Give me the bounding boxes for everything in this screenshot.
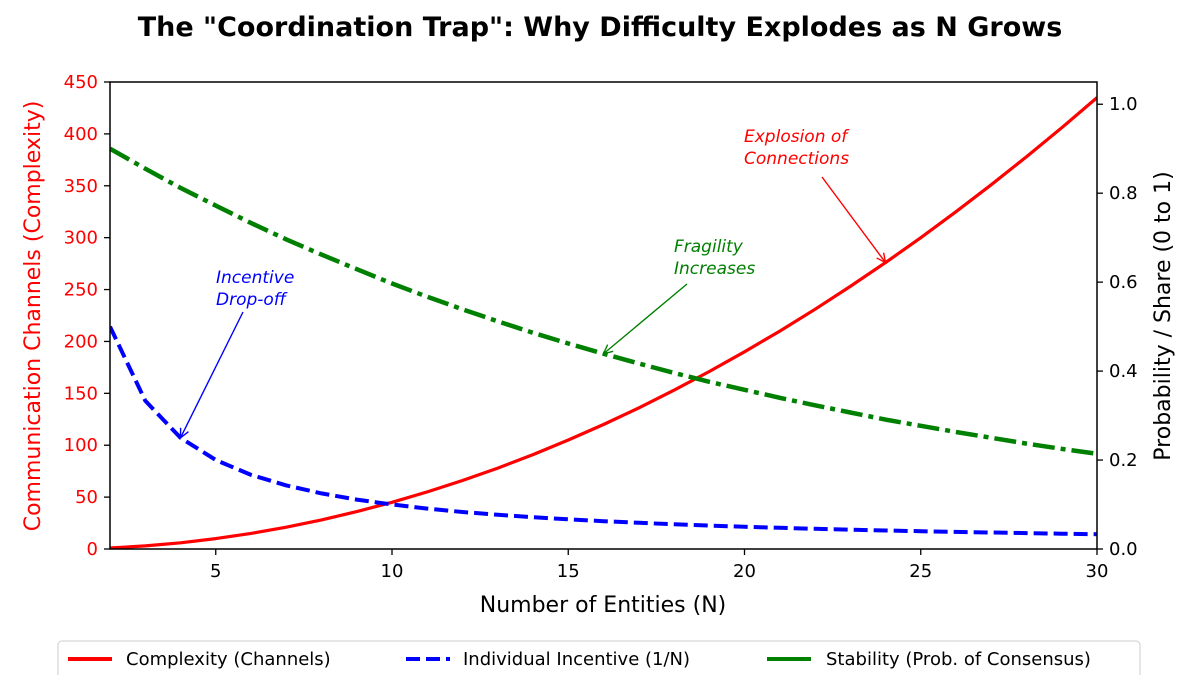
right-tick-label: 0.4 [1109, 361, 1138, 382]
left-tick-label: 0 [87, 539, 98, 560]
left-axis-ticks: 0 50 100 150 200 250 300 350 400 450 [64, 72, 110, 560]
x-tick-label: 25 [909, 561, 932, 582]
left-tick-label: 450 [64, 72, 98, 93]
left-tick-label: 400 [64, 124, 98, 145]
annotation-explosion-line2: Connections [744, 149, 849, 169]
legend: Complexity (Channels) Individual Incenti… [57, 640, 1141, 675]
left-axis-label: Communication Channels (Complexity) [21, 101, 46, 532]
annotation-fragility-line1: Fragility [674, 237, 744, 257]
legend-label-stability: Stability (Prob. of Consensus) [826, 649, 1091, 670]
series-layer [110, 96, 1097, 549]
x-axis-ticks: 5 10 15 20 25 30 [210, 549, 1108, 582]
left-tick-label: 350 [64, 176, 98, 197]
right-tick-label: 0.2 [1109, 450, 1138, 471]
legend-box [57, 640, 1141, 675]
left-tick-label: 200 [64, 331, 98, 352]
left-tick-label: 150 [64, 383, 98, 404]
chart-title: The "Coordination Trap": Why Difficulty … [138, 12, 1063, 43]
x-tick-label: 20 [733, 561, 756, 582]
right-tick-label: 0.0 [1109, 539, 1138, 560]
right-axis-ticks: 0.0 0.2 0.4 0.6 0.8 1.0 [1097, 94, 1138, 560]
legend-label-complexity: Complexity (Channels) [126, 649, 331, 670]
x-tick-label: 5 [210, 561, 221, 582]
series-incentive [110, 325, 1097, 537]
annotation-fragility-arrow [603, 283, 688, 355]
annotation-fragility-arrowhead [602, 344, 614, 355]
x-axis-label: Number of Entities (N) [480, 593, 727, 618]
annotation-explosion-arrow [821, 176, 887, 263]
x-tick-label: 30 [1086, 561, 1109, 582]
series-complexity [110, 96, 1097, 549]
annotation-incentive-arrow [179, 311, 244, 439]
annotation-incentive-line2: Drop-off [216, 290, 288, 310]
x-tick-label: 10 [381, 561, 404, 582]
right-tick-label: 0.6 [1109, 272, 1138, 293]
annotations: Explosion of Connections Fragility Incre… [179, 127, 887, 440]
left-tick-label: 50 [75, 487, 98, 508]
left-tick-label: 250 [64, 280, 98, 301]
annotation-explosion-line1: Explosion of [744, 127, 850, 147]
left-tick-label: 300 [64, 228, 98, 249]
x-tick-label: 15 [557, 561, 580, 582]
plot-frame [109, 81, 1098, 550]
annotation-fragility-line2: Increases [674, 259, 755, 279]
annotation-incentive-arrowhead [179, 427, 189, 440]
right-tick-label: 0.8 [1109, 183, 1138, 204]
legend-label-incentive: Individual Incentive (1/N) [463, 649, 690, 670]
annotation-incentive-line1: Incentive [216, 268, 294, 288]
right-axis-label: Probability / Share (0 to 1) [1151, 171, 1176, 460]
left-tick-label: 100 [64, 435, 98, 456]
right-tick-label: 1.0 [1109, 94, 1138, 115]
annotation-explosion-arrowhead [876, 252, 887, 264]
